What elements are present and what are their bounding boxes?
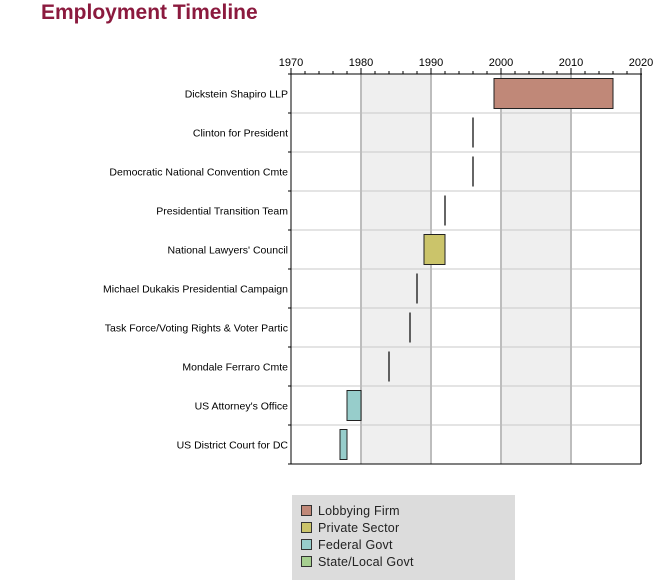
legend-label: Lobbying Firm	[318, 503, 400, 518]
legend-item: State/Local Govt	[301, 553, 414, 570]
chart-legend: Lobbying Firm Private Sector Federal Govt S…	[292, 495, 515, 580]
timeline-bar	[339, 429, 348, 460]
category-label: Task Force/Voting Rights & Voter Partic	[105, 323, 288, 335]
legend-item: Federal Govt	[301, 536, 393, 553]
timeline-bar	[423, 234, 446, 265]
x-tick-label: 1990	[419, 57, 443, 69]
category-label: Dickstein Shapiro LLP	[185, 89, 288, 101]
legend-label: Private Sector	[318, 520, 400, 535]
category-label: National Lawyers' Council	[168, 245, 288, 257]
legend-label: Federal Govt	[318, 537, 393, 552]
category-label: Michael Dukakis Presidential Campaign	[103, 284, 288, 296]
legend-item: Lobbying Firm	[301, 502, 400, 519]
legend-label: State/Local Govt	[318, 554, 414, 569]
timeline-bar	[346, 390, 362, 421]
legend-swatch	[301, 539, 312, 550]
legend-swatch	[301, 505, 312, 516]
x-tick-label: 2000	[489, 57, 513, 69]
legend-swatch	[301, 556, 312, 567]
page-title: Employment Timeline	[41, 1, 258, 24]
timeline-bar	[493, 78, 614, 109]
category-label: Democratic National Convention Cmte	[109, 167, 288, 179]
legend-swatch	[301, 522, 312, 533]
legend-item: Private Sector	[301, 519, 399, 536]
x-tick-label: 2010	[559, 57, 583, 69]
x-tick-label: 1980	[349, 57, 373, 69]
category-label: US District Court for DC	[177, 440, 289, 452]
category-label: Clinton for President	[193, 128, 288, 140]
x-tick-label: 1970	[279, 57, 303, 69]
category-label: US Attorney's Office	[195, 401, 289, 413]
employment-timeline-chart: 1970 1980 1990 2000 2010 2020 Dickstein Shapir…	[103, 57, 653, 465]
category-label: Presidential Transition Team	[156, 206, 288, 218]
category-label: Mondale Ferraro Cmte	[182, 362, 288, 374]
x-tick-label: 2020	[629, 57, 653, 69]
